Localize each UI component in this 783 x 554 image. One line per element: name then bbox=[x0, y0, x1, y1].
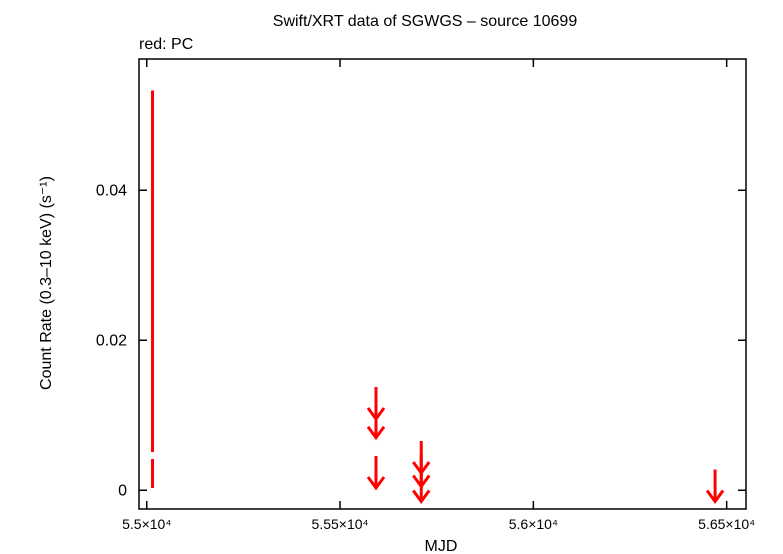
x-tick-label-3: 5.65×10⁴ bbox=[698, 516, 755, 532]
y-tick-label-2: 0.04 bbox=[96, 182, 127, 199]
x-axis-label: MJD bbox=[425, 538, 458, 554]
upper-limit-arrow-5 bbox=[412, 469, 431, 505]
x-tick-label-1: 5.55×10⁴ bbox=[312, 516, 369, 532]
upper-limit-arrow-1 bbox=[366, 405, 386, 441]
upper-limit-head-2 bbox=[366, 476, 386, 491]
chart-title: Swift/XRT data of SGWGS – source 10699 bbox=[273, 13, 578, 30]
x-tick-label-2: 5.6×10⁴ bbox=[509, 516, 558, 532]
plot-frame bbox=[138, 58, 747, 510]
upper-limit-arrow-2 bbox=[366, 456, 386, 491]
y-axis-ticks: 0 0.02 0.04 bbox=[96, 182, 746, 499]
upper-limit-head-1 bbox=[366, 425, 386, 441]
upper-limit-arrow-6 bbox=[705, 469, 725, 505]
y-tick-label-0: 0 bbox=[118, 482, 127, 499]
upper-limit-head-6 bbox=[705, 489, 725, 505]
y-tick-label-1: 0.02 bbox=[96, 332, 127, 349]
x-tick-label-0: 5.5×10⁴ bbox=[122, 516, 171, 532]
data-marks bbox=[150, 90, 725, 505]
legend-text: red: PC bbox=[139, 36, 193, 53]
x-axis-ticks: 5.5×10⁴ 5.55×10⁴ 5.6×10⁴ 5.65×10⁴ bbox=[122, 59, 755, 532]
y-axis-label: Count Rate (0.3–10 keV) (s⁻¹) bbox=[38, 176, 55, 390]
upper-limit-head-5 bbox=[412, 489, 431, 505]
